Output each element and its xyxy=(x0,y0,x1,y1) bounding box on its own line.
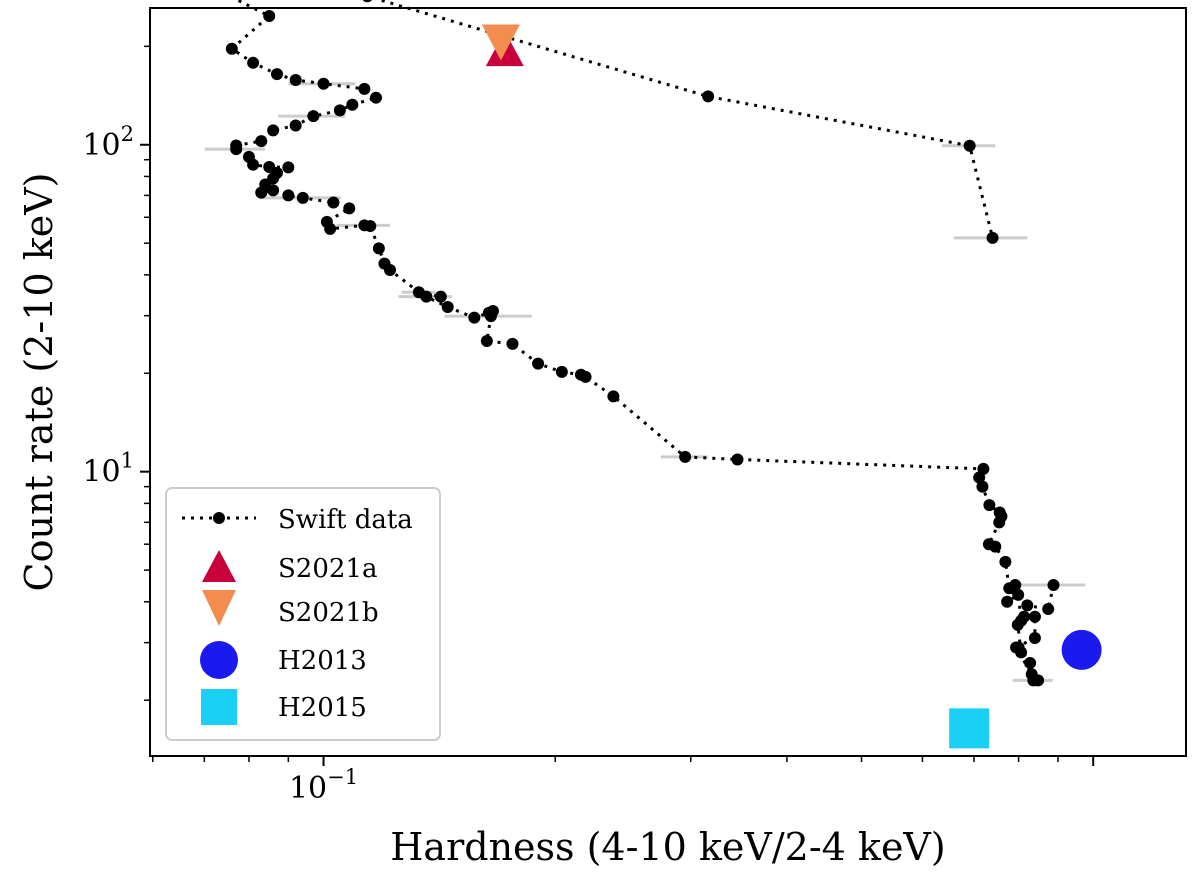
swift-data-point xyxy=(230,139,243,152)
swift-data-point xyxy=(963,139,976,152)
swift-data-point xyxy=(247,56,260,69)
h2013-marker xyxy=(1061,629,1102,670)
swift-data-point xyxy=(702,90,715,103)
swift-data-point xyxy=(977,462,990,475)
y-axis-label: Count rate (2-10 keV) xyxy=(17,173,61,592)
swift-data-point xyxy=(307,110,320,123)
swift-data-point xyxy=(574,368,587,381)
swift-data-point xyxy=(1032,674,1045,687)
legend-h2015-marker xyxy=(201,689,237,725)
swift-data-point xyxy=(976,480,989,493)
swift-data-point xyxy=(267,124,280,137)
swift-data-point xyxy=(532,357,545,370)
x-axis-label: Hardness (4-10 keV/2-4 keV) xyxy=(390,825,945,869)
legend-s2021a-marker xyxy=(202,550,236,582)
legend-label-h2015: H2015 xyxy=(278,693,367,723)
swift-data-point xyxy=(441,300,454,313)
swift-data-point xyxy=(1003,582,1016,595)
reference-marker-layer xyxy=(481,24,1102,749)
legend-swift-marker xyxy=(213,512,225,524)
y-tick-label: 102 xyxy=(82,122,134,163)
swift-data-point xyxy=(482,306,495,319)
swift-data-point xyxy=(320,215,333,228)
s2021b-marker xyxy=(481,24,520,61)
swift-data-point xyxy=(370,91,383,104)
swift-data-point xyxy=(1028,610,1041,623)
swift-data-point xyxy=(343,202,356,215)
swift-data-point xyxy=(289,73,302,86)
swift-data-point xyxy=(358,82,371,95)
swift-data-point xyxy=(679,450,692,463)
swift-data-point xyxy=(317,77,330,90)
swift-data-point xyxy=(225,42,238,55)
swift-data-point xyxy=(983,499,996,512)
swift-data-point xyxy=(1015,646,1028,659)
swift-data-point xyxy=(1021,599,1034,612)
swift-data-point xyxy=(242,150,255,163)
legend: Swift data S2021a S2021b H2013 H2015 xyxy=(165,487,441,741)
legend-label-h2013: H2013 xyxy=(278,646,367,676)
legend-label-s2021b: S2021b xyxy=(278,598,379,628)
swift-data-point xyxy=(327,196,340,209)
swift-data-point xyxy=(731,453,744,466)
swift-data-point xyxy=(982,538,995,551)
swift-data-point xyxy=(1001,595,1014,608)
swift-data-point xyxy=(480,335,493,348)
swift-data-point xyxy=(282,161,295,174)
swift-data-point xyxy=(378,257,391,270)
swift-data-point xyxy=(1047,579,1060,592)
swift-data-point xyxy=(333,104,346,117)
swift-data-point xyxy=(607,390,620,403)
swift-data-point xyxy=(555,365,568,378)
legend-label-s2021a: S2021a xyxy=(278,554,377,584)
swift-data-point xyxy=(255,135,268,148)
swift-data-point xyxy=(1012,588,1025,601)
swift-data-point xyxy=(346,98,359,111)
swift-data-point xyxy=(270,68,283,81)
y-tick-label: 101 xyxy=(82,449,134,490)
swift-data-point xyxy=(1015,614,1028,627)
swift-data-point xyxy=(506,337,519,350)
swift-data-point xyxy=(1024,656,1037,669)
swift-data-point xyxy=(263,160,276,173)
swift-data-point xyxy=(296,191,309,204)
swift-data-point xyxy=(358,219,371,232)
swift-data-point xyxy=(1028,631,1041,644)
swift-data-point xyxy=(263,10,276,23)
legend-label-swift-data: Swift data xyxy=(278,505,413,535)
legend-s2021b-marker xyxy=(202,590,236,626)
swift-data-point xyxy=(986,231,999,244)
tick-layer: 10−1 101 102 xyxy=(82,45,1095,806)
swift-data-point xyxy=(289,119,302,132)
swift-data-point xyxy=(372,242,385,255)
swift-data-point xyxy=(468,311,481,324)
legend-h2013-marker xyxy=(200,641,238,679)
swift-data-point xyxy=(1042,603,1055,616)
x-tick-label: 10−1 xyxy=(289,765,358,806)
h2015-marker xyxy=(949,708,990,749)
swift-data-point xyxy=(282,189,295,202)
swift-data-point xyxy=(993,506,1006,519)
legend-box xyxy=(165,487,441,741)
swift-data-point xyxy=(362,0,372,3)
plot-frame xyxy=(149,7,1187,757)
swift-data-point xyxy=(999,555,1012,568)
swift-data-point xyxy=(434,290,447,303)
swift-data-point xyxy=(412,286,425,299)
data-layer xyxy=(225,0,1060,687)
